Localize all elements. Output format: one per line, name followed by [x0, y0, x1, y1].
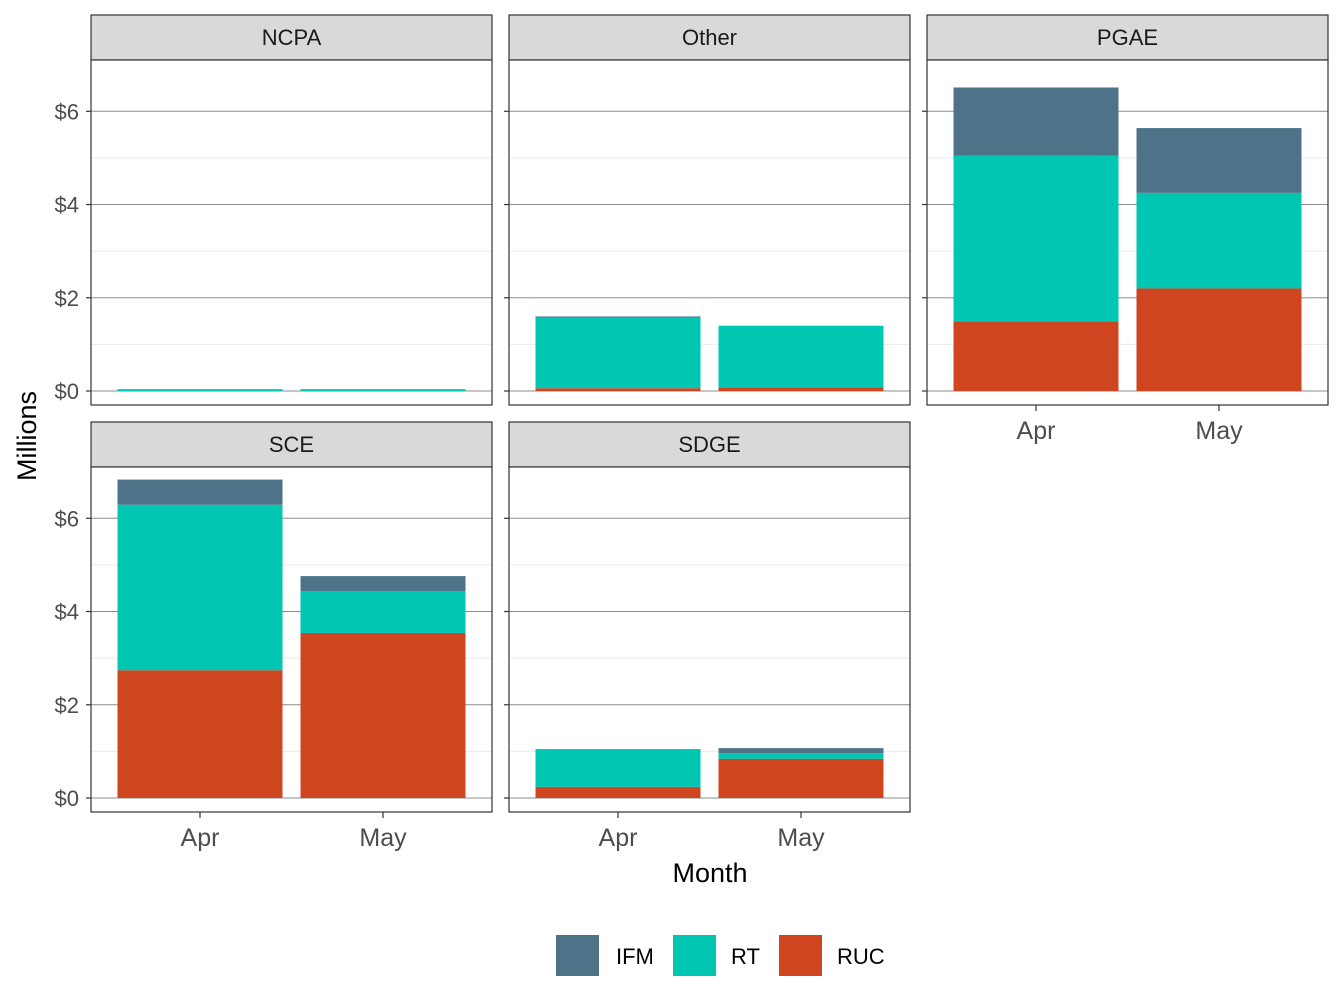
y-tick-label: $4 [55, 600, 79, 625]
bar-segment-ruc-apr [535, 786, 701, 799]
bar-segment-ifm-may [718, 748, 884, 754]
bar-segment-ifm-apr [535, 316, 701, 318]
bar-segment-ruc-may [300, 632, 466, 799]
x-tick-label: May [1195, 417, 1243, 445]
bar-segment-ruc-apr [535, 388, 701, 392]
bar-segment-rt-may [718, 325, 884, 388]
y-tick-label: $6 [55, 99, 79, 124]
bar-segment-ruc-apr [117, 670, 283, 799]
facet-strip [508, 421, 911, 468]
x-tick-label: May [359, 824, 407, 852]
x-axis-title: Month [672, 858, 747, 888]
panel-border [90, 59, 493, 406]
legend-key-ruc [779, 935, 822, 976]
panel-border [508, 466, 911, 813]
panel-border [926, 59, 1329, 406]
legend-label: RUC [837, 944, 885, 969]
bar-segment-ruc-may [718, 758, 884, 799]
panels: NCPA $0 $2 $4 $6 Other PGAE Apr May SCE $0 $2 $4 $6 Ap… [55, 14, 1329, 852]
bar-segment-ifm-may [1136, 128, 1302, 193]
legend: IFM RT RUC [556, 935, 885, 976]
bar-segment-rt-may [1136, 192, 1302, 289]
legend-label: IFM [616, 944, 654, 969]
facet-strip-label: SDGE [678, 432, 740, 457]
x-tick-label: Apr [181, 824, 220, 852]
bar-segment-rt-apr [117, 504, 283, 671]
legend-label: RT [731, 944, 760, 969]
bar-segment-ifm-may [300, 576, 466, 592]
facet-strip-label: Other [682, 25, 737, 50]
bar-segment-rt-apr [953, 155, 1119, 322]
y-tick-label: $2 [55, 693, 79, 718]
panel-border [508, 59, 911, 406]
panel-ncpa: NCPA $0 $2 $4 $6 [55, 14, 493, 406]
x-tick-label: Apr [599, 824, 638, 852]
bar-segment-ifm-apr [117, 479, 283, 505]
legend-key-rt [673, 935, 716, 976]
bar-segment-ifm-apr [953, 87, 1119, 156]
bar-segment-ruc-apr [953, 321, 1119, 392]
facet-strip-label: PGAE [1097, 25, 1158, 50]
bar-segment-rt-apr [535, 749, 701, 787]
bar-segment-ruc-may [718, 387, 884, 392]
facet-strip [926, 14, 1329, 61]
y-tick-label: $0 [55, 786, 79, 811]
bar-segment-rt-may [718, 753, 884, 759]
x-tick-label: May [777, 824, 825, 852]
panel-sdge: SDGE Apr May [504, 421, 911, 852]
y-tick-label: $6 [55, 506, 79, 531]
bar-segment-rt-apr [535, 316, 701, 389]
facet-strip [508, 14, 911, 61]
facet-strip [90, 14, 493, 61]
y-tick-label: $2 [55, 286, 79, 311]
x-tick-label: Apr [1017, 417, 1056, 445]
facet-strip-label: SCE [269, 432, 314, 457]
bar-segment-rt-may [300, 591, 466, 633]
plot-background [91, 60, 492, 405]
bar-segment-rt-may [300, 389, 466, 392]
facet-strip [90, 421, 493, 468]
facet-strip-label: NCPA [262, 25, 322, 50]
panel-sce: SCE $0 $2 $4 $6 Apr May [55, 421, 493, 852]
panel-border [90, 466, 493, 813]
y-tick-label: $0 [55, 379, 79, 404]
y-tick-label: $4 [55, 193, 79, 218]
panel-pgae: PGAE Apr May [922, 14, 1329, 445]
bar-segment-rt-apr [117, 389, 283, 392]
legend-key-ifm [556, 935, 599, 976]
panel-other: Other [504, 14, 911, 406]
y-axis-title: Millions [12, 391, 42, 481]
bar-segment-ruc-may [1136, 288, 1302, 392]
